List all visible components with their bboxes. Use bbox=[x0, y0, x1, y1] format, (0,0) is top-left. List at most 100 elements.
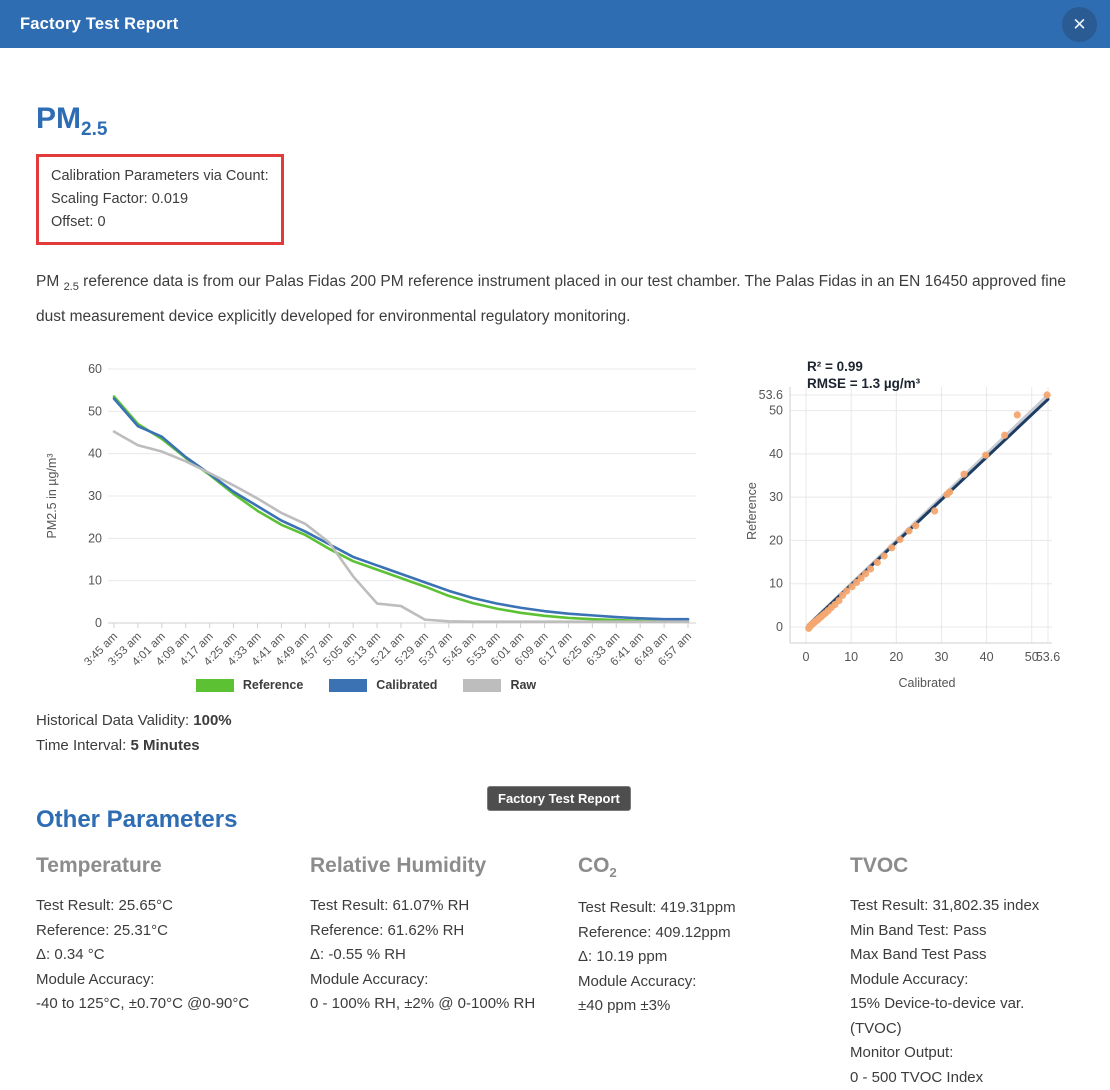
param-line: Test Result: 31,802.35 index bbox=[850, 897, 1040, 915]
svg-text:20: 20 bbox=[88, 531, 102, 545]
param-line: Test Result: 25.65°C bbox=[36, 897, 173, 915]
legend-label: Calibrated bbox=[376, 678, 438, 693]
param-title-relative-humidity: Relative Humidity bbox=[310, 854, 578, 878]
time-interval: Time Interval: 5 Minutes bbox=[36, 733, 1074, 758]
interval-label: Time Interval: bbox=[36, 737, 131, 755]
paragraph-body: reference data is from our Palas Fidas 2… bbox=[36, 273, 1066, 326]
legend-item-reference: Reference bbox=[195, 678, 304, 693]
legend-label: Raw bbox=[510, 678, 537, 693]
factory-test-report-tooltip: Factory Test Report bbox=[487, 786, 631, 811]
legend-swatch bbox=[195, 678, 234, 692]
svg-text:60: 60 bbox=[88, 362, 102, 376]
close-button[interactable]: ✕ bbox=[1062, 6, 1097, 42]
param-line: Δ: 0.34 °C bbox=[36, 946, 105, 964]
pm-scatter-chart-block: 0 10 20 30 40 50 53.6 0 10 20 30 40 50 53.6 Reference C… bbox=[740, 355, 1074, 698]
param-lines: Test Result: 25.65°C Reference: 25.31°C … bbox=[36, 894, 310, 1017]
param-line: Max Band Test Pass bbox=[850, 946, 987, 964]
svg-text:50: 50 bbox=[769, 404, 783, 418]
param-line: Δ: 10.19 ppm bbox=[578, 948, 668, 966]
param-title-text: Temperature bbox=[36, 854, 162, 878]
param-line: Test Result: 419.31ppm bbox=[578, 899, 736, 917]
svg-text:50: 50 bbox=[88, 404, 102, 418]
param-column-relative-humidity: Relative Humidity Test Result: 61.07% RH… bbox=[310, 854, 578, 1090]
param-line: 15% Device-to-device var. (TVOC) bbox=[850, 995, 1025, 1037]
legend-item-raw: Raw bbox=[463, 678, 536, 692]
charts-row: 0 10 20 30 40 50 60 3:45 am 3:53 am 4:01 am 4:09 a… bbox=[36, 355, 1074, 698]
svg-text:20: 20 bbox=[889, 650, 903, 664]
legend-item-calibrated: Calibrated bbox=[329, 678, 437, 692]
svg-text:0: 0 bbox=[776, 620, 783, 634]
param-line: Module Accuracy: bbox=[850, 970, 969, 988]
param-title-subscript: 2 bbox=[609, 865, 617, 881]
svg-text:R² = 0.99: R² = 0.99 bbox=[807, 359, 863, 374]
validity-value: 100% bbox=[193, 712, 232, 730]
pm25-heading-text: PM bbox=[36, 102, 81, 135]
svg-text:40: 40 bbox=[88, 447, 102, 461]
svg-text:0: 0 bbox=[803, 650, 810, 664]
parameters-grid: Temperature Test Result: 25.65°C Referen… bbox=[36, 854, 1074, 1090]
svg-text:20: 20 bbox=[769, 534, 783, 548]
param-title-temperature: Temperature bbox=[36, 854, 310, 878]
svg-text:PM2.5 in µg/m³: PM2.5 in µg/m³ bbox=[45, 454, 59, 539]
calibration-line: Offset: 0 bbox=[51, 214, 106, 230]
param-line: 0 - 500 TVOC Index bbox=[850, 1068, 984, 1086]
legend-swatch bbox=[463, 678, 502, 692]
param-title-text: CO bbox=[578, 854, 610, 878]
report-content: PM2.5 Calibration Parameters via Count: … bbox=[0, 48, 1110, 1090]
modal-title: Factory Test Report bbox=[20, 14, 179, 33]
svg-text:40: 40 bbox=[769, 447, 783, 461]
svg-text:30: 30 bbox=[934, 650, 948, 664]
param-line: Δ: -0.55 % RH bbox=[310, 946, 406, 964]
param-line: Test Result: 61.07% RH bbox=[310, 897, 470, 915]
svg-text:10: 10 bbox=[88, 574, 102, 588]
svg-text:RMSE = 1.3 µg/m³: RMSE = 1.3 µg/m³ bbox=[807, 376, 921, 391]
calibration-line: Calibration Parameters via Count: bbox=[51, 168, 269, 184]
other-parameters-heading: Other Parameters bbox=[36, 806, 238, 834]
svg-text:10: 10 bbox=[769, 577, 783, 591]
param-line: Reference: 25.31°C bbox=[36, 921, 168, 939]
param-column-tvoc: TVOC Test Result: 31,802.35 index Min Ba… bbox=[850, 854, 1074, 1090]
modal-header: Factory Test Report ✕ bbox=[0, 0, 1110, 48]
param-lines: Test Result: 31,802.35 index Min Band Te… bbox=[850, 894, 1074, 1090]
svg-text:50: 50 bbox=[1025, 650, 1039, 664]
validity-label: Historical Data Validity: bbox=[36, 712, 194, 730]
svg-text:10: 10 bbox=[844, 650, 858, 664]
param-line: 0 - 100% RH, ±2% @ 0-100% RH bbox=[310, 995, 536, 1013]
param-column-co2: CO2 Test Result: 419.31ppm Reference: 40… bbox=[578, 854, 850, 1090]
paragraph-subscript: 2.5 bbox=[63, 281, 79, 294]
svg-text:40: 40 bbox=[980, 650, 994, 664]
param-title-co2: CO2 bbox=[578, 854, 850, 880]
pm-line-chart-block: 0 10 20 30 40 50 60 3:45 am 3:53 am 4:01 am 4:09 a… bbox=[36, 355, 696, 692]
param-lines: Test Result: 61.07% RH Reference: 61.62%… bbox=[310, 894, 578, 1017]
calibration-line: Scaling Factor: 0.019 bbox=[51, 191, 189, 207]
line-chart-legend: Reference Calibrated Raw bbox=[36, 678, 696, 692]
interval-value: 5 Minutes bbox=[130, 737, 200, 755]
legend-label: Reference bbox=[242, 678, 304, 693]
param-lines: Test Result: 419.31ppm Reference: 409.12… bbox=[578, 896, 850, 1019]
pm25-heading-subscript: 2.5 bbox=[81, 119, 108, 140]
svg-text:53.6: 53.6 bbox=[1036, 650, 1060, 664]
svg-text:30: 30 bbox=[769, 490, 783, 504]
reference-description: PM 2.5 reference data is from our Palas … bbox=[36, 267, 1074, 331]
svg-text:53.6: 53.6 bbox=[759, 388, 783, 402]
svg-text:Calibrated: Calibrated bbox=[899, 676, 956, 690]
param-line: ±40 ppm ±3% bbox=[578, 997, 671, 1015]
param-line: Reference: 61.62% RH bbox=[310, 921, 465, 939]
paragraph-prefix: PM bbox=[36, 273, 64, 290]
svg-text:Reference: Reference bbox=[745, 482, 759, 540]
param-line: Module Accuracy: bbox=[36, 970, 155, 988]
validity-block: Historical Data Validity: 100% Time Inte… bbox=[36, 708, 1074, 758]
param-line: -40 to 125°C, ±0.70°C @0-90°C bbox=[36, 995, 250, 1013]
svg-text:0: 0 bbox=[95, 616, 102, 630]
calibration-callout: Calibration Parameters via Count: Scalin… bbox=[36, 154, 284, 245]
param-title-tvoc: TVOC bbox=[850, 854, 1074, 878]
param-line: Module Accuracy: bbox=[578, 972, 697, 990]
param-line: Monitor Output: bbox=[850, 1044, 954, 1062]
param-line: Reference: 409.12ppm bbox=[578, 923, 731, 941]
param-line: Min Band Test: Pass bbox=[850, 921, 987, 939]
param-column-temperature: Temperature Test Result: 25.65°C Referen… bbox=[36, 854, 310, 1090]
pm25-section-heading: PM2.5 bbox=[36, 102, 1074, 141]
svg-text:30: 30 bbox=[88, 489, 102, 503]
